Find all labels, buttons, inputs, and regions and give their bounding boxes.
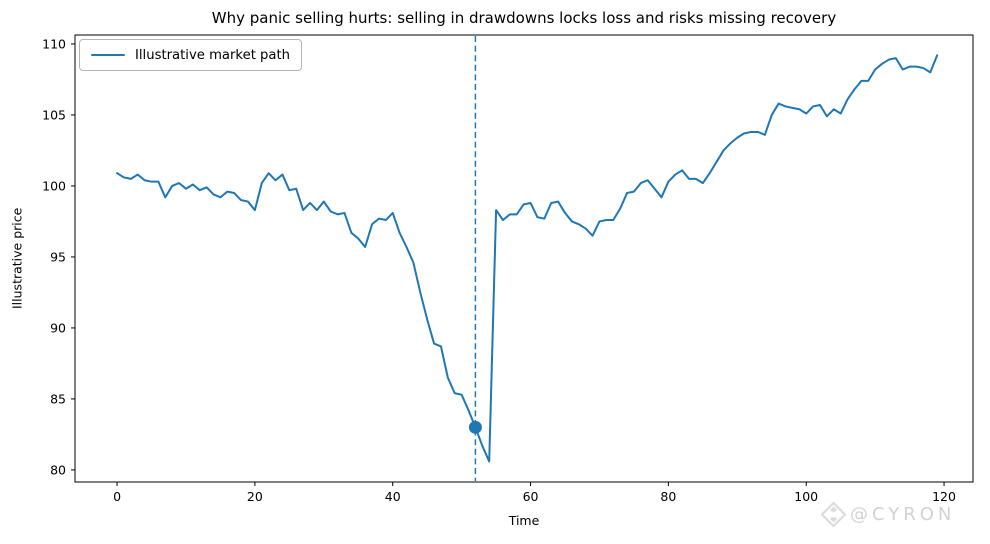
legend-entry-label: Illustrative market path [135, 47, 291, 63]
x-tick-label: 80 [660, 489, 676, 504]
diamond-logo-icon [820, 501, 847, 528]
y-tick-label: 105 [42, 107, 66, 122]
sell-point-marker [468, 420, 482, 434]
y-tick-label: 80 [50, 462, 66, 477]
x-tick-label: 120 [932, 489, 956, 504]
y-tick-label: 95 [50, 249, 66, 264]
x-axis-label: Time [508, 513, 540, 528]
market-path-line [116, 54, 939, 463]
x-tick-label: 40 [385, 489, 401, 504]
x-tick-label: 60 [523, 489, 539, 504]
chart-legend: Illustrative market path [79, 39, 303, 71]
y-tick-label: 85 [50, 391, 66, 406]
chart-title: Why panic selling hurts: selling in draw… [211, 9, 837, 27]
y-tick-label: 90 [50, 320, 66, 335]
watermark: @CYRON [820, 501, 955, 528]
y-tick-label: 100 [42, 178, 66, 193]
watermark-handle: @CYRON [850, 504, 956, 525]
legend-line-sample-icon [91, 54, 125, 56]
x-tick-label: 100 [794, 489, 818, 504]
x-tick-label: 20 [247, 489, 263, 504]
y-axis-ticks: 80 85 90 95 100 105 110 [42, 36, 75, 477]
x-axis-ticks: 0 20 40 60 80 100 120 [113, 482, 956, 504]
y-tick-label: 110 [42, 36, 66, 51]
x-tick-label: 0 [113, 489, 121, 504]
plot-frame [74, 34, 974, 483]
